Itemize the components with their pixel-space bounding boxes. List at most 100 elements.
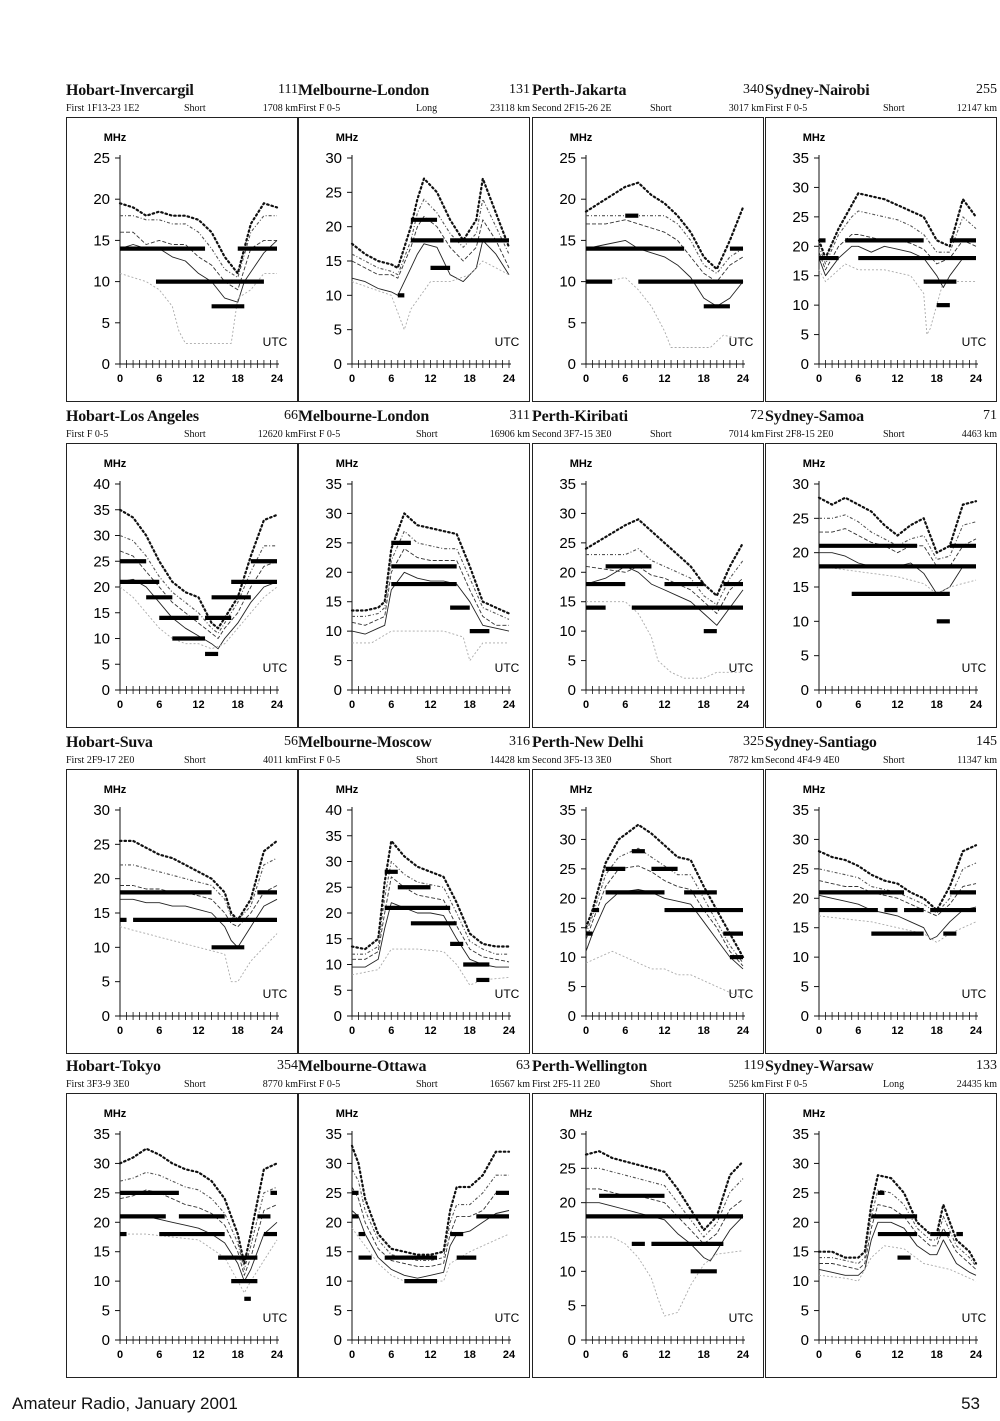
y-tick-label: 20	[792, 890, 809, 907]
chart-plot-area: MHz 0 5 10 15 20 25 30 0 6 12 18 24 UTC	[532, 1094, 764, 1378]
y-tick-label: 15	[559, 594, 576, 611]
y-tick-label: 30	[792, 476, 809, 493]
y-tick-label: 5	[334, 322, 342, 339]
series-line-dotdash	[818, 862, 977, 914]
chart-svg: MHz 0 5 10 15 20 25 30 35 0 6 12 18 24 UTC	[792, 132, 986, 385]
path-distance: 1708 km	[262, 103, 298, 114]
path-distance: 16906 km	[489, 429, 530, 440]
chart-title: Hobart-Invercargil	[66, 82, 194, 99]
chart-title: Melbourne-Moscow	[298, 734, 432, 751]
x-axis-label: UTC	[495, 1311, 520, 1325]
chart-subheader: First 1F13-23 1E2 Short 1708 km	[66, 102, 298, 118]
x-tick-label: 18	[931, 1025, 943, 1037]
y-tick-label: 5	[801, 1303, 809, 1320]
y-tick-label: 5	[334, 982, 342, 999]
x-tick-label: 24	[503, 699, 516, 711]
series-line-dotted	[350, 177, 511, 269]
x-tick-label: 18	[931, 1349, 943, 1361]
x-axis-label: UTC	[263, 661, 288, 675]
chart-svg: MHz 0 5 10 15 20 25 30 35 0 6 12 18 24 UTC	[325, 1108, 520, 1361]
x-tick-label: 0	[583, 1349, 589, 1361]
y-tick-label: 15	[93, 1244, 110, 1261]
y-tick-label: 40	[93, 476, 110, 493]
chart-panel: Perth-Jakarta 340 Second 2F15-26 2E Short 30…	[532, 82, 764, 402]
propagation-mode: Second 3F5-13 3E0	[532, 755, 612, 766]
x-axis-label: UTC	[263, 335, 288, 349]
x-tick-label: 12	[192, 1025, 204, 1037]
x-axis-label: UTC	[729, 661, 754, 675]
y-tick-label: 25	[559, 535, 576, 552]
x-tick-label: 12	[658, 699, 670, 711]
y-tick-label: 25	[93, 150, 110, 167]
series-line-dotdash	[352, 530, 510, 620]
chart-subheader: Second 3F7-15 3E0 Short 7014 km	[532, 428, 764, 444]
y-tick-label: 30	[93, 802, 110, 819]
y-tick-label: 10	[559, 1263, 576, 1280]
y-tick-label: 30	[325, 505, 342, 522]
x-tick-label: 18	[464, 1349, 476, 1361]
series-line-faint	[818, 1245, 977, 1282]
series-line-solid	[119, 578, 278, 650]
x-tick-label: 12	[192, 699, 204, 711]
x-tick-label: 24	[737, 373, 750, 385]
x-tick-label: 18	[232, 1349, 244, 1361]
chart-header: Hobart-Suva 56	[66, 734, 298, 754]
y-tick-label: 25	[792, 209, 809, 226]
series-line-dotted	[584, 518, 745, 597]
path-type: Short	[650, 429, 672, 440]
y-tick-label: 10	[325, 957, 342, 974]
y-tick-label: 5	[334, 653, 342, 670]
y-axis-label: MHz	[570, 784, 593, 796]
chart-header: Melbourne-Ottawa 63	[298, 1058, 530, 1078]
x-tick-label: 0	[117, 699, 123, 711]
series-line-faint	[119, 272, 277, 344]
chart-header: Perth-Jakarta 340	[532, 82, 764, 102]
y-axis-label: MHz	[104, 784, 127, 796]
chart-title: Sydney-Nairobi	[765, 82, 870, 99]
propagation-mode: First F 0-5	[765, 103, 808, 114]
x-tick-label: 12	[891, 699, 903, 711]
chart-subheader: First 2F9-17 2E0 Short 4011 km	[66, 754, 298, 770]
chart-subheader: First 2F8-15 2E0 Short 4463 km	[765, 428, 997, 444]
series-line-faint	[119, 586, 278, 650]
x-tick-label: 18	[232, 699, 244, 711]
path-type: Long	[416, 103, 438, 114]
x-axis-label: UTC	[729, 335, 754, 349]
y-tick-label: 25	[325, 184, 342, 201]
chart-header: Perth-Kiribati 72	[532, 408, 764, 428]
series-line-dashed	[351, 548, 509, 626]
path-type: Short	[184, 1079, 206, 1090]
x-tick-label: 12	[658, 373, 670, 385]
y-tick-label: 0	[568, 1332, 576, 1349]
y-tick-label: 30	[325, 854, 342, 871]
series-line-dashed	[819, 528, 977, 567]
y-tick-label: 30	[325, 150, 342, 167]
chart-svg: MHz 0 5 10 15 20 25 30 35 0 6 12 18 24 UTC	[792, 784, 986, 1037]
path-type: Short	[650, 1079, 672, 1090]
chart-number: 354	[277, 1058, 298, 1073]
chart-svg: MHz 0 5 10 15 20 25 30 0 6 12 18 24 UTC	[792, 458, 986, 711]
y-tick-label: 15	[325, 931, 342, 948]
chart-title: Perth-New Delhi	[532, 734, 644, 751]
x-tick-label: 12	[891, 1349, 903, 1361]
series-line-dotdash	[586, 1167, 744, 1238]
x-tick-label: 18	[464, 699, 476, 711]
chart-header: Perth-New Delhi 325	[532, 734, 764, 754]
chart-header: Perth-Wellington 119	[532, 1058, 764, 1078]
chart-svg: MHz 0 5 10 15 20 25 30 0 6 12 18 24 UTC	[93, 784, 287, 1037]
chart-subheader: First F 0-5 Short 16567 km	[298, 1078, 530, 1094]
path-type: Short	[650, 103, 672, 114]
chart-svg: MHz 0 5 10 15 20 25 30 35 0 6 12 18 24 UTC	[93, 1108, 287, 1361]
x-tick-label: 24	[970, 1025, 983, 1037]
y-tick-label: 10	[93, 274, 110, 291]
path-distance: 7872 km	[728, 755, 764, 766]
chart-svg: MHz 0 5 10 15 20 25 0 6 12 18 24 UTC	[93, 132, 288, 385]
y-axis-label: MHz	[336, 784, 359, 796]
propagation-mode: First 3F3-9 3E0	[66, 1079, 130, 1090]
x-tick-label: 0	[583, 699, 589, 711]
path-type: Short	[416, 1079, 438, 1090]
y-tick-label: 20	[93, 1214, 110, 1231]
series-line-solid	[351, 1210, 510, 1279]
chart-plot-area: MHz 0 5 10 15 20 25 0 6 12 18 24 UTC	[66, 118, 298, 402]
x-tick-label: 0	[816, 373, 822, 385]
